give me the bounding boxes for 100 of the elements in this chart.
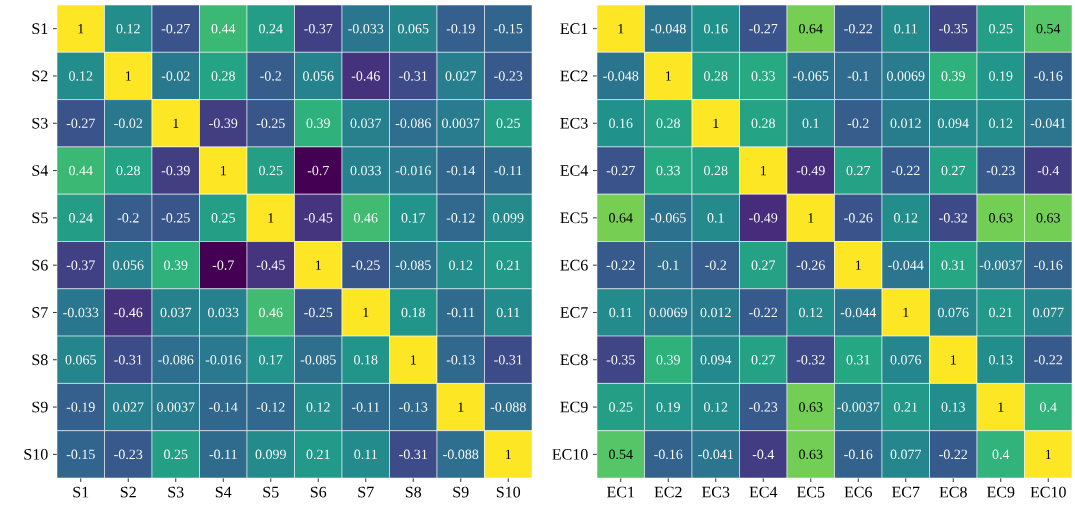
data-label: 0.39: [306, 118, 330, 129]
data-label: -0.02: [161, 71, 190, 81]
data-label: 1: [125, 71, 131, 81]
x-tick-label: S10: [496, 486, 521, 498]
data-label: -0.086: [395, 118, 431, 129]
data-label: 1: [505, 449, 511, 459]
data-label: -0.15: [66, 449, 95, 460]
data-label: -0.041: [698, 449, 733, 460]
data-label: 0.13: [989, 355, 1013, 365]
data-label: -0.065: [650, 213, 686, 223]
data-label: -0.14: [446, 165, 476, 176]
data-label: -0.065: [793, 71, 829, 81]
data-label: 0.0037: [442, 118, 480, 129]
data-label: 0.21: [894, 402, 918, 412]
y-tick-label: EC8: [560, 354, 588, 366]
data-label: 0.0069: [649, 307, 687, 318]
data-label: 0.099: [493, 213, 524, 223]
data-label: 0.25: [259, 165, 283, 176]
data-label: -0.12: [256, 402, 285, 412]
y-tick-label: S1: [32, 23, 48, 35]
y-tick-label: S7: [32, 307, 48, 318]
data-label: 1: [665, 71, 671, 81]
data-label: -0.4: [1037, 165, 1060, 176]
data-label: -0.048: [650, 23, 686, 34]
data-label: 1: [458, 402, 464, 412]
data-label: 0.28: [656, 118, 680, 129]
data-label: 0.25: [989, 23, 1013, 34]
data-label: -0.22: [844, 23, 873, 34]
data-label: -0.22: [749, 307, 778, 318]
data-label: 0.027: [445, 71, 477, 81]
data-label: 0.033: [208, 307, 239, 318]
data-label: 0.46: [354, 213, 378, 223]
data-label: 0.44: [69, 165, 93, 176]
data-label: -0.2: [705, 260, 727, 270]
y-tick-label: EC5: [560, 212, 588, 224]
data-label: -0.31: [114, 355, 142, 365]
data-label: -0.25: [161, 213, 190, 223]
data-label: -0.7: [307, 165, 329, 176]
data-label: 1: [1045, 449, 1051, 459]
data-label: -0.32: [939, 213, 968, 223]
data-label: 0.4: [1040, 402, 1057, 412]
data-label: 0.21: [306, 449, 330, 460]
data-label: -0.044: [888, 260, 924, 270]
data-label: 1: [998, 402, 1004, 412]
data-label: 0.094: [700, 355, 732, 365]
data-label: -0.033: [63, 307, 99, 318]
x-tick-label: EC5: [796, 486, 825, 498]
data-label: 0.12: [69, 71, 93, 81]
data-label: -0.19: [66, 402, 95, 412]
data-label: -0.16: [1034, 71, 1063, 81]
data-label: 0.19: [656, 402, 680, 412]
data-label: 0.056: [113, 260, 144, 270]
data-label: 1: [363, 307, 369, 318]
data-label: -0.2: [847, 118, 869, 129]
data-label: 0.077: [1033, 307, 1064, 318]
data-label: 0.25: [164, 449, 188, 460]
data-label: 0.54: [1036, 23, 1061, 34]
data-label: -0.31: [494, 355, 522, 365]
data-label: 0.11: [894, 23, 917, 34]
data-label: 0.065: [65, 355, 96, 365]
data-label: 0.12: [116, 23, 140, 34]
data-label: 0.27: [751, 355, 776, 365]
data-label: -0.12: [446, 213, 475, 223]
data-label: -0.14: [209, 402, 238, 412]
data-label: 0.63: [989, 213, 1013, 223]
data-label: -0.02: [114, 118, 143, 129]
data-label: 0.25: [609, 402, 633, 412]
y-tick-label: EC3: [560, 117, 588, 129]
y-tick-label: EC10: [552, 448, 588, 460]
data-label: -0.016: [395, 165, 431, 176]
data-label: -0.45: [256, 260, 285, 270]
data-label: 1: [78, 24, 84, 34]
data-label: -0.25: [351, 260, 380, 270]
data-label: -0.22: [891, 165, 920, 176]
x-tick-label: EC3: [701, 486, 730, 498]
data-label: 0.1: [802, 118, 819, 129]
data-label: -0.46: [351, 71, 380, 81]
x-tick-label: EC1: [606, 486, 635, 498]
data-label: 0.64: [609, 213, 633, 223]
data-label: -0.033: [348, 23, 384, 34]
data-label: -0.25: [304, 307, 333, 318]
data-label: -0.32: [796, 355, 825, 365]
y-tick-label: EC1: [560, 23, 588, 35]
y-tick-label: EC7: [560, 307, 588, 318]
data-label: 0.17: [259, 355, 283, 365]
y-tick-label: S6: [32, 259, 48, 271]
data-label: 0.18: [401, 307, 425, 318]
data-label: -0.1: [847, 71, 869, 81]
data-label: 0.0037: [157, 402, 195, 412]
x-tick-label: EC6: [844, 486, 873, 498]
data-label: 0.11: [354, 449, 377, 460]
data-label: 0.077: [890, 449, 922, 460]
data-label: -0.23: [494, 71, 523, 81]
data-label: 0.28: [704, 71, 728, 81]
x-tick-label: S6: [310, 486, 327, 498]
y-tick-label: EC9: [560, 401, 588, 413]
x-tick-label: EC2: [654, 486, 682, 498]
y-tick-label: S2: [32, 70, 48, 82]
data-label: 0.28: [116, 165, 140, 176]
data-label: 0.099: [255, 449, 286, 460]
